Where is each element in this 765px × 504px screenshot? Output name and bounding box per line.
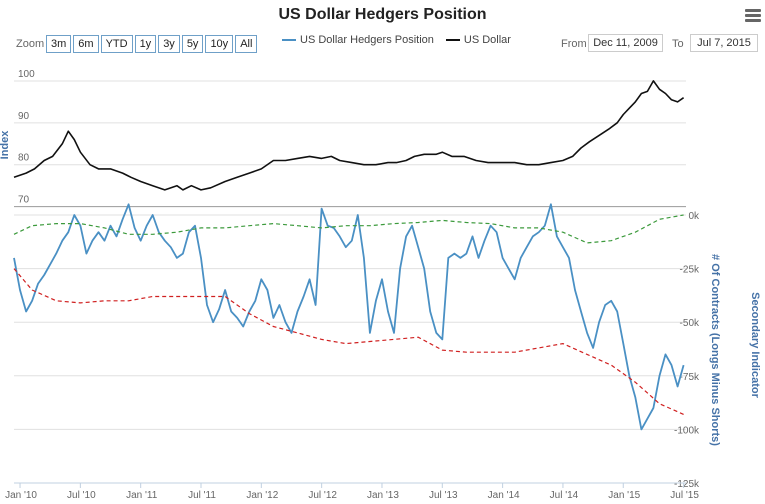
top-y-tick-label: 70 <box>18 195 30 206</box>
x-tick-label: Jan '10 <box>5 490 37 501</box>
zoom-ytd-button[interactable]: YTD <box>100 35 133 53</box>
to-label: To <box>672 38 684 50</box>
zoom-button-group: 3m 6m YTD 1y 3y 5y 10y All <box>46 35 258 53</box>
x-tick-label: Jan '13 <box>367 490 399 501</box>
zoom-5y-button[interactable]: 5y <box>181 35 204 53</box>
bottom-y-tick-label: -100k <box>674 425 700 436</box>
top-y-tick-label: 80 <box>18 153 30 164</box>
zoom-1y-button[interactable]: 1y <box>134 35 157 53</box>
legend-item-usd[interactable]: US Dollar <box>445 34 511 46</box>
x-tick-label: Jul '13 <box>429 490 458 501</box>
bottom-y-tick-label: 0k <box>688 211 700 222</box>
from-date-input[interactable]: Dec 11, 2009 <box>588 34 663 52</box>
bottom-y-axis-title: # Of Contracts (Longs Minus Shorts) <box>709 254 721 446</box>
usd-line[interactable] <box>13 80 685 191</box>
moving-average-bottom-line[interactable] <box>13 268 684 415</box>
legend-swatch-usd <box>445 39 460 41</box>
legend-item-hedgers[interactable]: US Dollar Hedgers Position <box>282 34 434 46</box>
x-tick-label: Jul '15 <box>670 490 699 501</box>
x-tick-label: Jan '15 <box>608 490 640 501</box>
x-tick-label: Jan '12 <box>246 490 278 501</box>
zoom-3y-button[interactable]: 3y <box>158 35 180 53</box>
moving-average-top-line[interactable] <box>13 214 684 244</box>
from-label: From <box>561 38 587 50</box>
top-y-tick-label: 100 <box>18 69 35 80</box>
bottom-y-tick-label: -50k <box>680 318 700 329</box>
to-date-input[interactable]: Jul 7, 2015 <box>690 34 758 52</box>
zoom-all-button[interactable]: All <box>235 35 258 53</box>
zoom-10y-button[interactable]: 10y <box>205 35 234 53</box>
chart-title: US Dollar Hedgers Position <box>278 6 487 23</box>
zoom-3m-button[interactable]: 3m <box>46 35 72 53</box>
legend-label-hedgers: US Dollar Hedgers Position <box>300 34 434 46</box>
zoom-label: Zoom <box>16 38 45 50</box>
secondary-axis-title: Secondary Indicator <box>749 292 761 398</box>
zoom-6m-button[interactable]: 6m <box>73 35 99 53</box>
bottom-y-tick-label: -75k <box>680 372 700 383</box>
top-y-axis-title: Index <box>0 130 11 160</box>
hamburger-menu-icon[interactable] <box>745 9 761 23</box>
legend-swatch-hedgers <box>282 39 296 41</box>
top-y-tick-label: 90 <box>18 111 30 122</box>
bottom-y-tick-label: -125k <box>674 479 700 490</box>
hedgers-line[interactable] <box>13 203 685 431</box>
x-tick-label: Jul '12 <box>308 490 337 501</box>
x-tick-label: Jan '14 <box>488 490 520 501</box>
x-tick-label: Jul '14 <box>550 490 579 501</box>
bottom-y-tick-label: -25k <box>680 265 700 276</box>
x-tick-label: Jul '11 <box>188 490 216 501</box>
legend-label-usd: US Dollar <box>463 34 511 46</box>
chart-legend: US Dollar Hedgers Position US Dollar <box>282 34 523 46</box>
x-tick-label: Jul '10 <box>67 490 96 501</box>
x-tick-label: Jan '11 <box>126 490 158 501</box>
